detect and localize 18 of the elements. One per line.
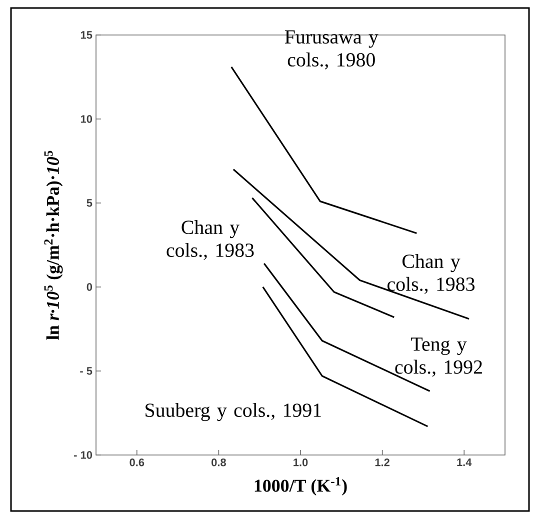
series-label: Chan y cols., 1983 bbox=[388, 254, 475, 294]
x-tick-label: 1.4 bbox=[457, 458, 472, 466]
x-tick-label: 0.8 bbox=[212, 458, 226, 466]
y-tick-label: 15 bbox=[80, 31, 92, 39]
y-tick-label: - 5 bbox=[80, 367, 92, 375]
series-label: Teng y cols., 1992 bbox=[395, 338, 482, 377]
y-tick-label: 0 bbox=[86, 283, 92, 291]
x-tick-label: 1.0 bbox=[294, 458, 308, 466]
y-axis-title: ln r·10$^{5}$ (g/m$^{2}$·h·kPa)·10$^{5}$ bbox=[44, 150, 63, 340]
series-label: Chan y cols., 1983 bbox=[166, 220, 254, 260]
y-tick-label: - 10 bbox=[74, 451, 92, 459]
x-tick-label: 0.6 bbox=[130, 458, 144, 466]
x-axis-title: 1000/T (K$^{-1}$) bbox=[254, 477, 347, 496]
text: Furusawa y cols., 1980 bbox=[284, 30, 378, 70]
y-tick-label: 10 bbox=[80, 115, 92, 123]
x-tick-label: 1.2 bbox=[375, 458, 390, 466]
y-tick-label: 5 bbox=[86, 199, 92, 207]
series-label: Suuberg y cols., 1991 bbox=[146, 402, 321, 422]
